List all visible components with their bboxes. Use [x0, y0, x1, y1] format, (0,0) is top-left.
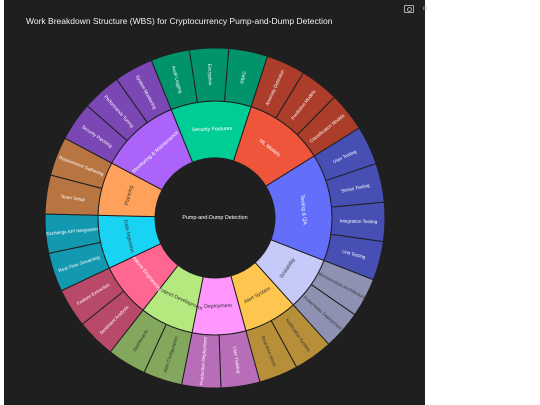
- plotly-logo-icon[interactable]: ılı: [422, 6, 428, 12]
- sunburst-label-team-setup: Team Setup: [60, 194, 85, 202]
- camera-icon[interactable]: [404, 5, 414, 13]
- sunburst-label-rbac: RBAC: [239, 70, 247, 84]
- sunburst-root-label: Pump-and-Dump Detection: [182, 215, 247, 221]
- sunburst-label-production-deployment: Production Deployment: [199, 336, 208, 385]
- sunburst-label-encryption: Encryption: [207, 64, 213, 86]
- sunburst-label-user-training: User Training: [232, 346, 241, 374]
- sunburst-label-unit-testing: Unit Testing: [342, 249, 367, 260]
- sunburst-label-integration-testing: Integration Testing: [340, 218, 378, 224]
- sunburst-label-security-features: Security Features: [191, 126, 232, 133]
- modebar: ılı: [404, 5, 430, 13]
- sunburst-label-testing-and-qa: Testing & QA: [299, 194, 308, 225]
- sunburst-segment-system-monitoring[interactable]: [115, 59, 172, 124]
- chart-title: Work Breakdown Structure (WBS) for Crypt…: [26, 16, 333, 26]
- sunburst-label-planning: Planning: [124, 185, 135, 206]
- sunburst-label-exchange-api-integration: Exchange API Integration: [46, 226, 99, 236]
- chart-area: Work Breakdown Structure (WBS) for Crypt…: [4, 0, 427, 405]
- sunburst-label-stress-testing: Stress Testing: [341, 183, 371, 194]
- sunburst-label-deployment: Deployment: [204, 303, 232, 310]
